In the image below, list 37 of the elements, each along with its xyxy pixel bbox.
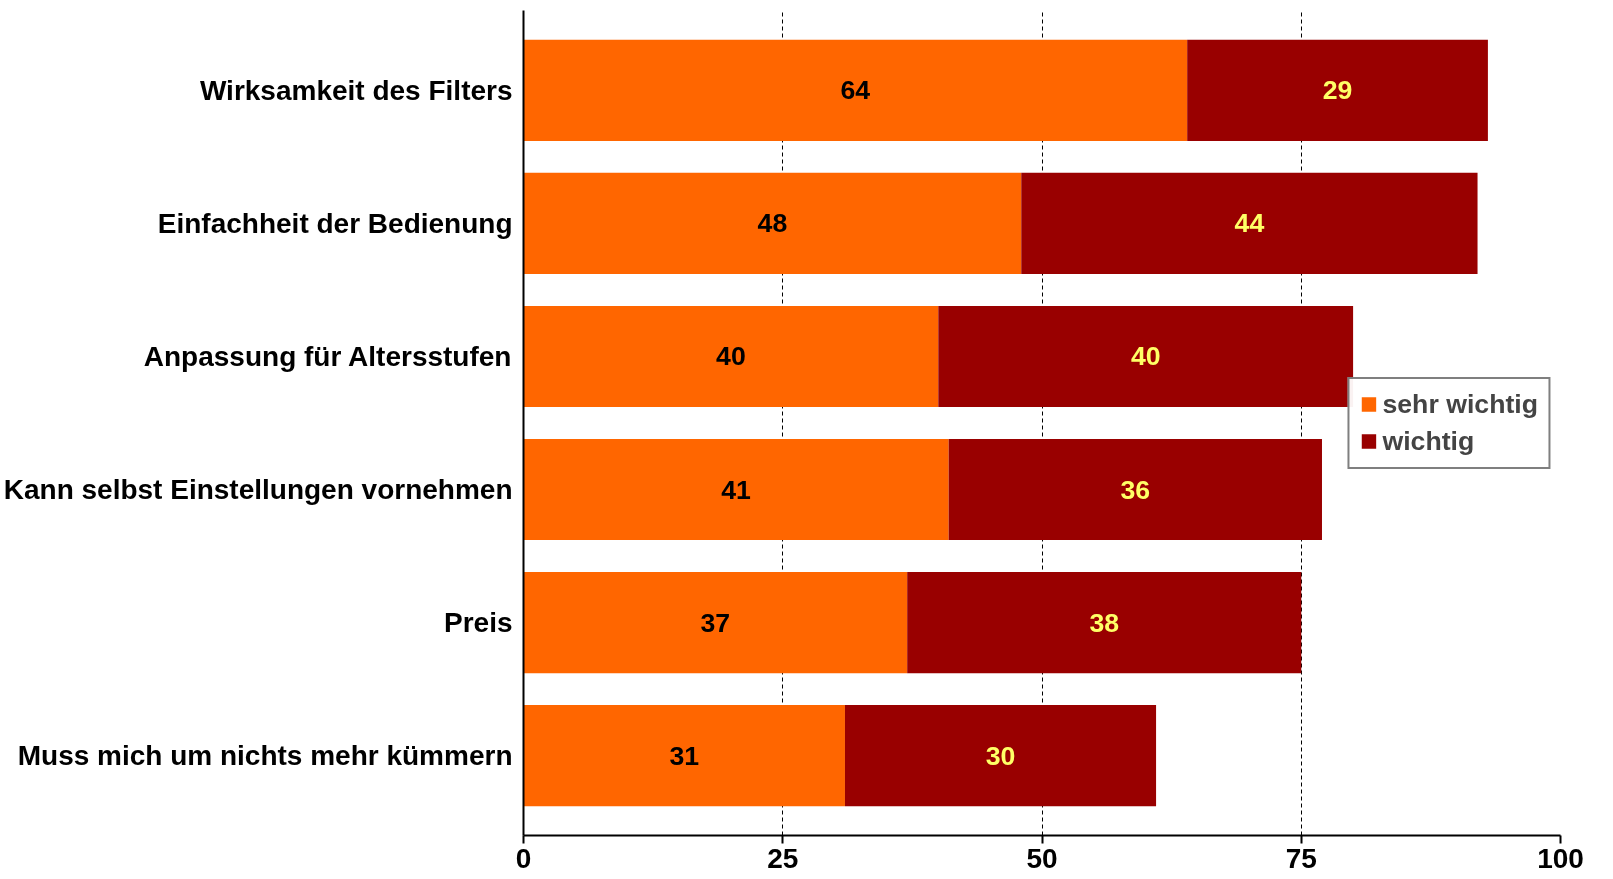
bar	[907, 572, 1302, 674]
bar	[523, 572, 908, 674]
data-label: 38	[1089, 607, 1120, 638]
bar	[523, 305, 939, 408]
y-tick-label: Preis	[444, 607, 513, 639]
data-label: 41	[721, 474, 752, 505]
data-label: 36	[1120, 474, 1151, 505]
data-label: 37	[700, 607, 731, 638]
y-tick-label: Kann selbst Einstellungen vornehmen	[3, 474, 513, 506]
y-tick-label: Einfachheit der Bedienung	[157, 207, 513, 239]
y-tick-label: Muss mich um nichts mehr kümmern	[17, 740, 513, 772]
data-label: 40	[1130, 341, 1161, 372]
bar	[948, 438, 1322, 541]
data-label: 64	[840, 75, 871, 106]
data-label: 40	[716, 341, 746, 372]
legend-label: wichtig	[1382, 425, 1475, 457]
data-label: 44	[1234, 208, 1265, 239]
data-label: 30	[985, 740, 1016, 771]
x-tick-label: 0	[515, 842, 532, 874]
legend-label: sehr wichtig	[1382, 388, 1538, 420]
bar	[938, 305, 1354, 408]
x-tick-label: 100	[1537, 842, 1584, 874]
bar	[844, 705, 1157, 807]
x-tick-label: 25	[767, 842, 799, 874]
data-label: 48	[757, 208, 788, 239]
data-label: 29	[1322, 75, 1353, 106]
bar	[523, 438, 949, 541]
bar	[523, 39, 1188, 141]
x-tick-label: 50	[1026, 842, 1058, 874]
y-tick-label: Wirksamkeit des Filters	[199, 74, 513, 106]
bar	[1021, 172, 1478, 274]
bar	[523, 172, 1022, 274]
x-tick-label: 75	[1285, 842, 1317, 874]
y-tick-label: Anpassung für Altersstufen	[143, 340, 512, 372]
bar	[1187, 39, 1488, 141]
data-label: 31	[669, 740, 700, 771]
bar	[523, 705, 845, 807]
